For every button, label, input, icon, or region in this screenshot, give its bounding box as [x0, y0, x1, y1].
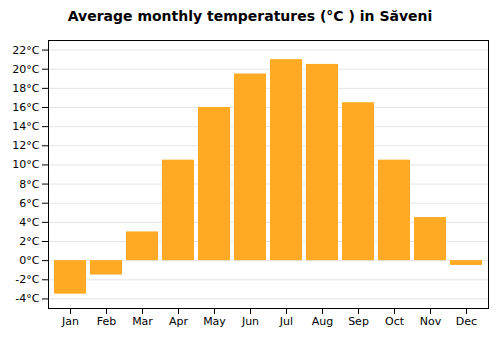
svg-text:Apr: Apr — [169, 315, 189, 328]
svg-text:2°C: 2°C — [19, 235, 39, 248]
svg-text:16°C: 16°C — [12, 101, 39, 114]
svg-text:Jan: Jan — [61, 315, 79, 328]
svg-text:4°C: 4°C — [19, 216, 39, 229]
svg-text:0°C: 0°C — [19, 254, 39, 267]
svg-text:Nov: Nov — [420, 315, 442, 328]
svg-text:May: May — [203, 315, 226, 328]
svg-text:12°C: 12°C — [12, 139, 39, 152]
svg-text:22°C: 22°C — [12, 44, 39, 57]
svg-text:Jul: Jul — [279, 315, 293, 328]
svg-text:6°C: 6°C — [19, 197, 39, 210]
svg-text:Feb: Feb — [97, 315, 116, 328]
svg-text:14°C: 14°C — [12, 120, 39, 133]
svg-text:8°C: 8°C — [19, 178, 39, 191]
svg-text:Mar: Mar — [132, 315, 153, 328]
svg-text:10°C: 10°C — [12, 158, 39, 171]
svg-text:20°C: 20°C — [12, 63, 39, 76]
svg-text:Sep: Sep — [348, 315, 369, 328]
svg-text:Aug: Aug — [312, 315, 333, 328]
svg-text:Oct: Oct — [385, 315, 405, 328]
html-text:Average monthly temperatures (: Average monthly temperatures (°C ) in Să… — [67, 8, 433, 24]
svg-text:Dec: Dec — [456, 315, 477, 328]
svg-text:-4°C: -4°C — [15, 292, 39, 305]
svg-text:Jun: Jun — [241, 315, 259, 328]
svg-text:18°C: 18°C — [12, 82, 39, 95]
svg-text:-2°C: -2°C — [15, 273, 39, 286]
